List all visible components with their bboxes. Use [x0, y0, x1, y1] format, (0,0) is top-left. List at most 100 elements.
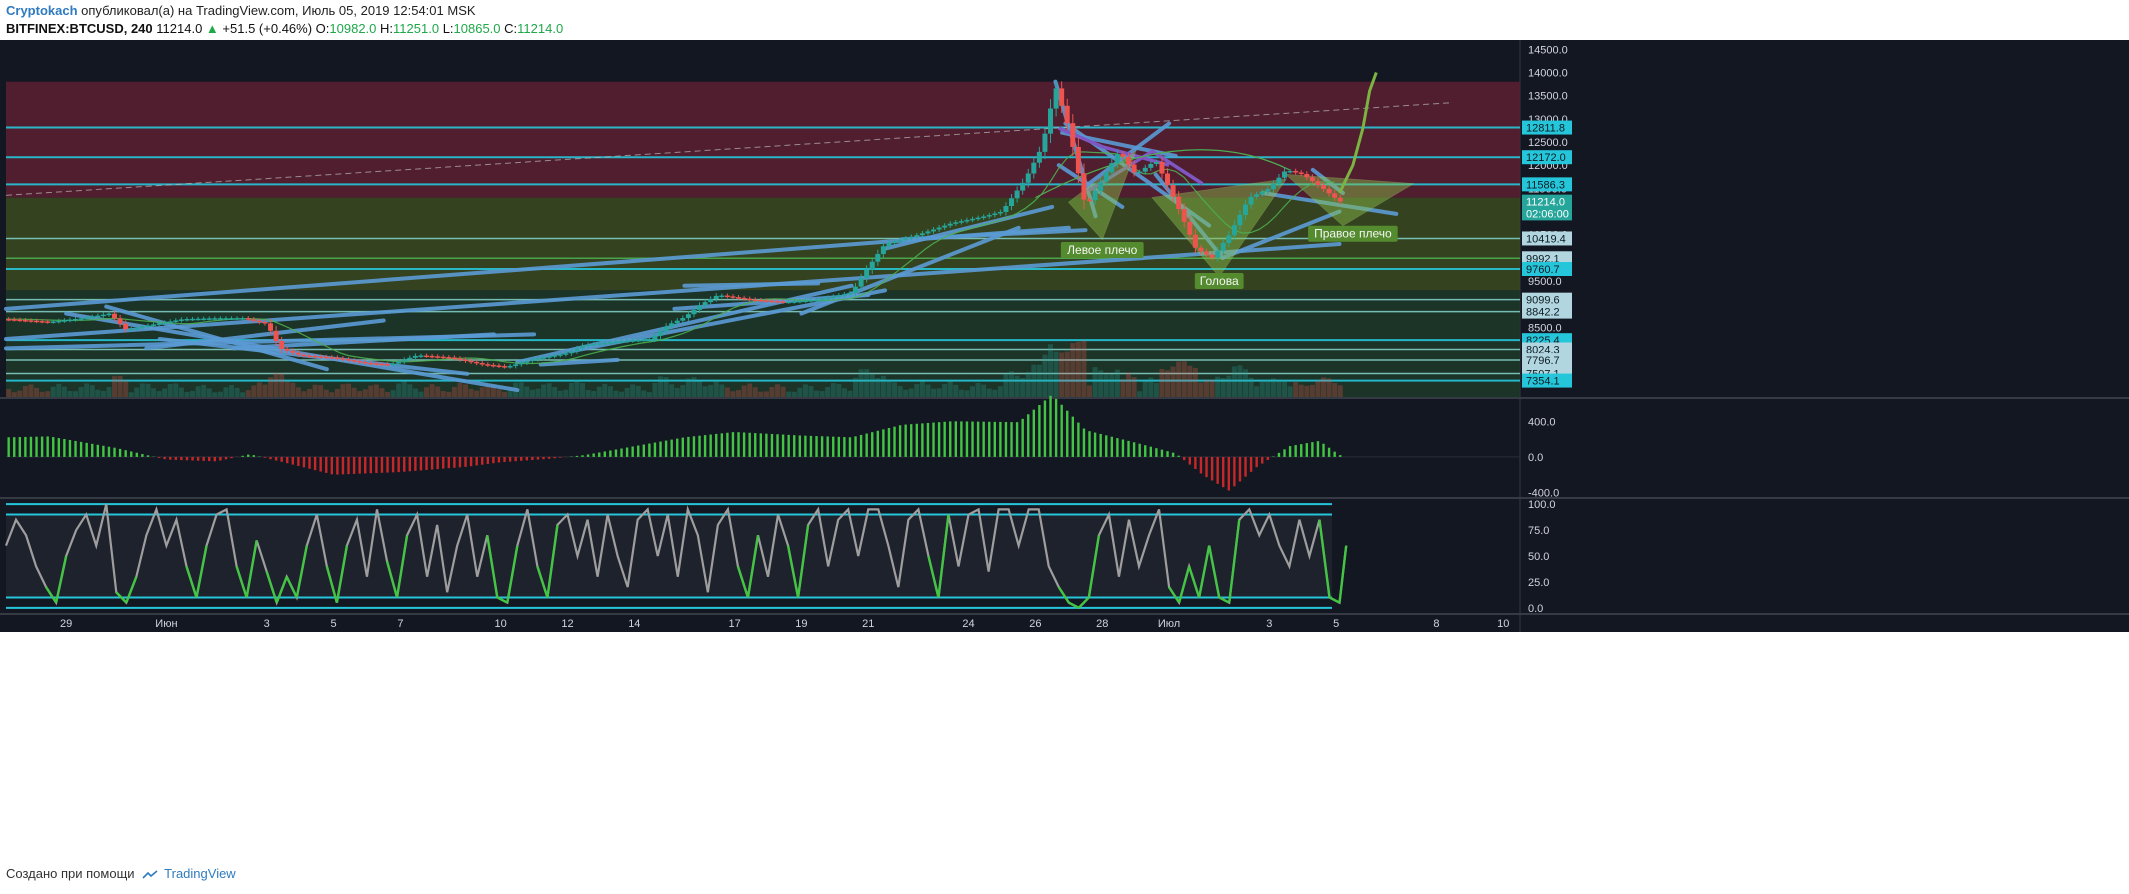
oscillator-group — [7, 395, 1342, 491]
volume-bar — [1059, 352, 1065, 397]
volume-bar — [329, 392, 335, 397]
volume-bar — [1064, 351, 1070, 397]
candle-body — [1081, 173, 1087, 200]
oscillator-tick-label: 400.0 — [1528, 416, 1556, 428]
tradingview-logo-icon — [142, 869, 158, 879]
volume-bar — [1176, 361, 1182, 397]
volume-bar — [351, 387, 357, 397]
candle-body — [212, 318, 218, 320]
volume-bar — [234, 387, 240, 397]
trendline — [682, 281, 821, 288]
candle-body — [412, 355, 418, 358]
candle-body — [84, 317, 90, 320]
volume-bar — [385, 392, 391, 397]
candle-body — [992, 213, 998, 216]
volume-bar — [151, 388, 157, 397]
volume-bar — [1114, 369, 1120, 397]
volume-bar — [11, 392, 17, 397]
candle-body — [1064, 105, 1070, 124]
volume-bar — [1003, 373, 1009, 397]
volume-bar — [607, 386, 613, 397]
publish-header: Cryptokach опубликовал(а) на TradingView… — [6, 3, 476, 18]
price-label-box — [1522, 150, 1572, 165]
candle-body — [1326, 188, 1332, 194]
stochastic-oversold-segment — [1057, 586, 1070, 604]
candle-body — [379, 363, 385, 366]
volume-bar — [552, 386, 558, 397]
price-tick-label: 14000.0 — [1528, 67, 1568, 79]
volume-bar — [791, 391, 797, 397]
volume-bar — [496, 389, 502, 397]
price-label-box — [1522, 342, 1572, 357]
candle-body — [702, 302, 708, 306]
candle-body — [1003, 206, 1009, 212]
candle-body — [262, 322, 268, 324]
candle-body — [407, 357, 413, 360]
volume-bar — [334, 388, 340, 397]
volume-bar — [67, 390, 73, 397]
candle-body — [56, 320, 62, 323]
candle-body — [145, 325, 151, 327]
volume-bar — [919, 381, 925, 397]
volume-bar — [886, 379, 892, 397]
candle-body — [346, 359, 352, 361]
volume-bar — [518, 382, 524, 397]
candle-body — [340, 358, 346, 360]
candle-body — [602, 342, 608, 345]
candle-body — [1020, 182, 1026, 191]
time-tick-label: 17 — [728, 618, 740, 630]
volume-bar — [474, 390, 480, 397]
pattern-label-box — [1194, 273, 1244, 290]
time-tick-label: 5 — [1333, 618, 1339, 630]
candle-body — [719, 295, 725, 298]
volume-bar — [808, 386, 814, 397]
volume-bar — [914, 383, 920, 397]
volume-bar — [1326, 378, 1332, 397]
candle-body — [217, 318, 223, 320]
volume-bar — [418, 391, 424, 397]
chart-canvas[interactable]: Левое плечо Голова Правое плечо 14500.0 1400… — [0, 40, 2129, 860]
stochastic-oversold-segment — [54, 555, 68, 603]
stochastic-oversold-segment — [746, 535, 760, 598]
volume-bar — [524, 386, 530, 397]
candle-body — [190, 318, 196, 321]
symbol-name: BITFINEX:BTCUSD, 240 — [6, 21, 153, 36]
price-label-box — [1522, 206, 1572, 221]
volume-bar — [1181, 361, 1187, 397]
volume-bar — [50, 386, 56, 397]
volume-bar — [780, 386, 786, 397]
candle-body — [775, 301, 781, 303]
volume-bar — [1042, 354, 1048, 397]
close-value: 11214.0 — [517, 21, 564, 36]
stochastic-oversold-segment — [185, 565, 198, 598]
volume-bar — [201, 384, 207, 397]
candle-body — [964, 219, 970, 222]
volume-bar — [1293, 382, 1299, 397]
candle-body — [1126, 156, 1132, 165]
volume-bar — [145, 383, 151, 397]
candle-body — [117, 318, 123, 324]
stochastic-oversold-segment — [546, 524, 559, 598]
pattern-label: Правое плечо — [1314, 227, 1392, 241]
candle-body — [908, 236, 914, 239]
candle-body — [1259, 191, 1265, 195]
candle-body — [134, 327, 140, 330]
time-tick-label: 7 — [397, 618, 403, 630]
candle-body — [1181, 208, 1187, 222]
pattern-label-box — [1308, 225, 1398, 242]
volume-bar — [229, 385, 235, 397]
candle-body — [825, 297, 831, 300]
candle-body — [178, 319, 184, 321]
volume-bar — [1220, 377, 1226, 397]
volume-bar — [652, 382, 658, 397]
volume-bar — [619, 391, 625, 397]
author-name[interactable]: Cryptokach — [6, 3, 78, 18]
candle-body — [1187, 221, 1193, 235]
volume-bar — [463, 384, 469, 397]
candle-body — [1309, 177, 1315, 182]
candle-body — [123, 323, 129, 330]
tradingview-link[interactable]: TradingView — [164, 866, 236, 881]
candle-body — [1165, 173, 1171, 186]
time-tick-label: 10 — [495, 618, 507, 630]
candle-body — [986, 215, 992, 217]
